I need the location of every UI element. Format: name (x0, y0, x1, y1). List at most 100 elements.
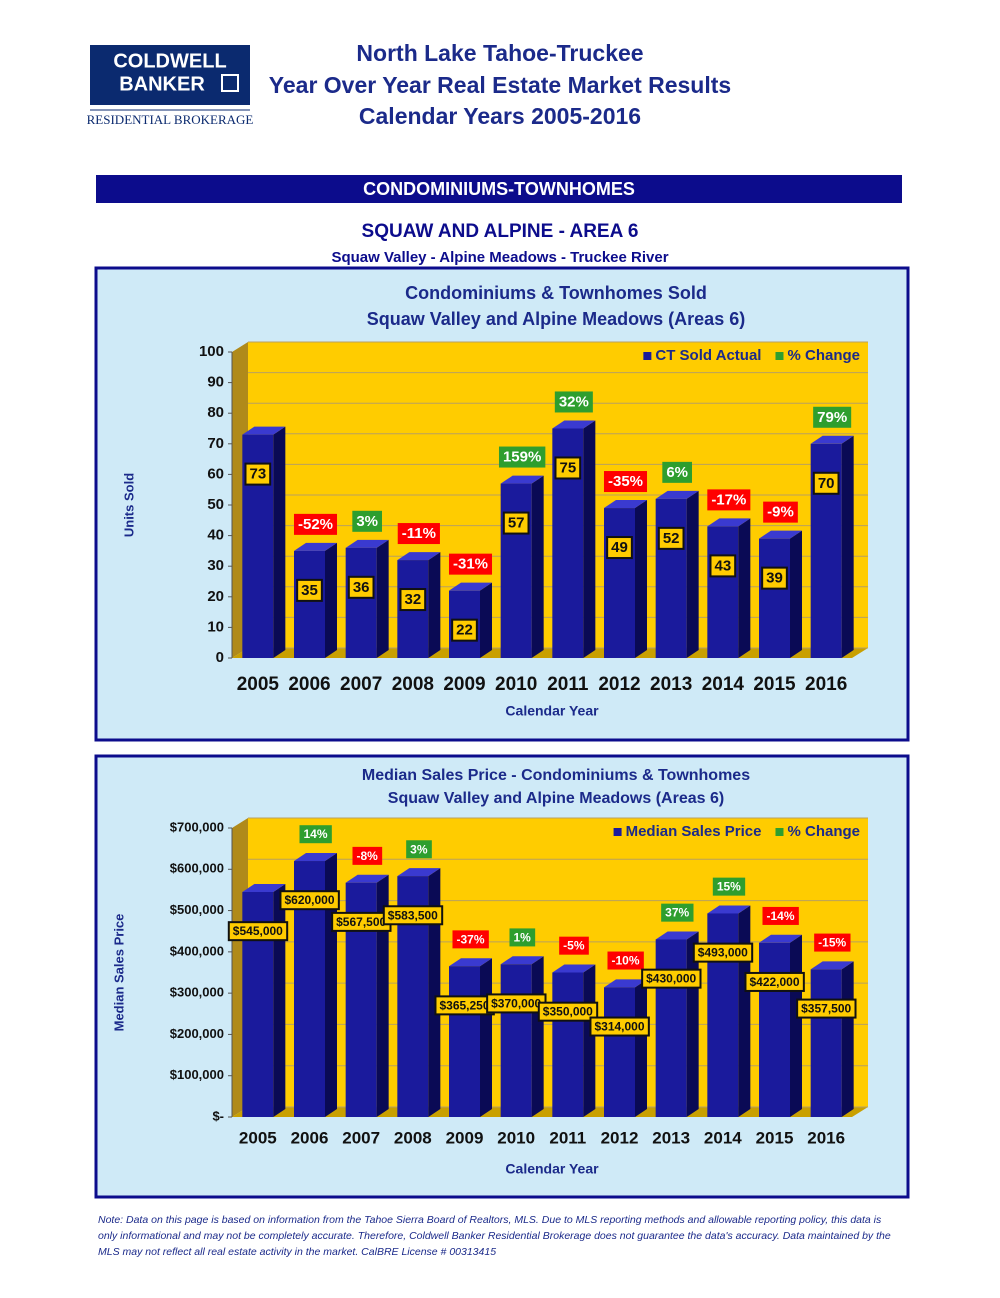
change-label-box (509, 928, 536, 947)
x-tick-label: 2005 (237, 674, 280, 695)
change-label-box (603, 471, 648, 493)
bar (604, 508, 635, 658)
change-label-box (559, 936, 589, 955)
bar (345, 547, 377, 658)
x-axis-title: Calendar Year (505, 703, 599, 719)
value-label: $314,000 (594, 1020, 644, 1034)
legend-swatch (775, 352, 784, 360)
y-tick-label: 20 (207, 588, 224, 605)
change-label-group: 15% (712, 877, 746, 896)
x-tick-label: 2015 (756, 1128, 794, 1147)
value-label-group: $370,000 (486, 993, 547, 1014)
y-tick-label: 70 (207, 435, 224, 452)
x-tick-label: 2009 (443, 674, 485, 695)
x-tick-label: 2011 (549, 1128, 586, 1147)
logo-text: COLDWELL (113, 50, 226, 72)
y-tick-label: 30 (207, 557, 224, 574)
x-tick-label: 2011 (547, 674, 589, 695)
bar (552, 972, 584, 1117)
bar-side (480, 582, 492, 658)
change-label-box (352, 846, 383, 865)
section-banner (96, 175, 902, 203)
bar-side (738, 518, 751, 658)
bar-top (449, 958, 492, 967)
bar-side (531, 956, 544, 1117)
bar-side (790, 530, 802, 658)
change-label-group: -35% (603, 471, 648, 493)
change-label-group: -8% (352, 846, 383, 865)
bar-top (242, 883, 286, 892)
bar (759, 942, 790, 1117)
value-label-box (554, 456, 582, 480)
y-tick-label: 0 (216, 649, 224, 666)
value-label-group: $620,000 (279, 890, 340, 911)
x-tick-label: 2010 (495, 674, 537, 695)
change-label-group: -17% (707, 489, 751, 511)
value-label-box (796, 998, 857, 1019)
legend-label: % Change (787, 347, 860, 364)
value-label: 52 (663, 530, 680, 547)
value-label-box (296, 578, 323, 602)
bar-top (500, 475, 544, 484)
value-label-group: 70 (812, 471, 840, 495)
change-label: -52% (298, 516, 333, 533)
legend-label: CT Sold Actual (655, 347, 761, 364)
value-label: $357,500 (801, 1002, 851, 1016)
value-label-group: $493,000 (692, 942, 754, 963)
y-axis-title: Units Sold (121, 473, 136, 537)
change-label-group: -11% (397, 523, 440, 545)
bar-side (376, 874, 389, 1117)
bar-side (273, 426, 286, 658)
y-tick-label: 50 (207, 496, 224, 513)
x-tick-label: 2016 (805, 674, 847, 695)
value-label: 73 (249, 466, 266, 483)
legend-label: Median Sales Price (626, 823, 762, 840)
change-label-box (299, 825, 332, 844)
bar-top (604, 500, 647, 509)
value-label-box (347, 575, 375, 599)
value-label: $365,250 (439, 998, 489, 1012)
value-label-box (692, 942, 754, 963)
bar-side (480, 958, 492, 1117)
value-label-group: 49 (606, 536, 633, 560)
y-tick-label: 10 (207, 618, 224, 635)
value-label: 36 (353, 579, 370, 596)
bar-side (738, 905, 751, 1117)
bar (604, 987, 635, 1117)
change-label: -31% (453, 556, 488, 573)
value-label: $422,000 (749, 975, 799, 989)
bar-side (376, 539, 389, 658)
area-subtitle: Squaw Valley - Alpine Meadows - Truckee … (331, 249, 668, 266)
bar-side (635, 979, 647, 1117)
change-label-box (498, 446, 546, 468)
legend-swatch (613, 828, 622, 836)
bar-side (583, 964, 596, 1117)
value-label-box (227, 921, 289, 942)
change-label: 3% (410, 842, 428, 856)
bar-top (759, 934, 802, 943)
x-tick-label: 2010 (497, 1128, 535, 1147)
x-tick-label: 2015 (753, 674, 796, 695)
value-label-box (812, 471, 840, 495)
value-label-group: 36 (347, 575, 375, 599)
value-label: 35 (301, 582, 318, 599)
bar-top (294, 853, 337, 862)
value-label-group: 32 (399, 588, 427, 612)
value-label-group: 35 (296, 578, 323, 602)
change-label: -15% (818, 936, 846, 950)
change-label-box (707, 489, 751, 511)
bar-top (604, 979, 647, 988)
value-label: 49 (611, 539, 628, 556)
x-tick-label: 2013 (652, 1128, 690, 1147)
bar-side (635, 500, 647, 658)
legend-label: % Change (787, 823, 860, 840)
bar-top (397, 868, 441, 877)
page-title: Calendar Years 2005-2016 (359, 103, 641, 129)
change-label-group: 32% (554, 391, 593, 413)
x-tick-label: 2014 (704, 1128, 742, 1147)
change-label: -8% (356, 849, 378, 863)
y-tick-label: $300,000 (170, 985, 224, 1000)
x-tick-label: 2012 (598, 674, 640, 695)
x-tick-label: 2012 (601, 1128, 639, 1147)
y-tick-label: 90 (207, 374, 224, 391)
